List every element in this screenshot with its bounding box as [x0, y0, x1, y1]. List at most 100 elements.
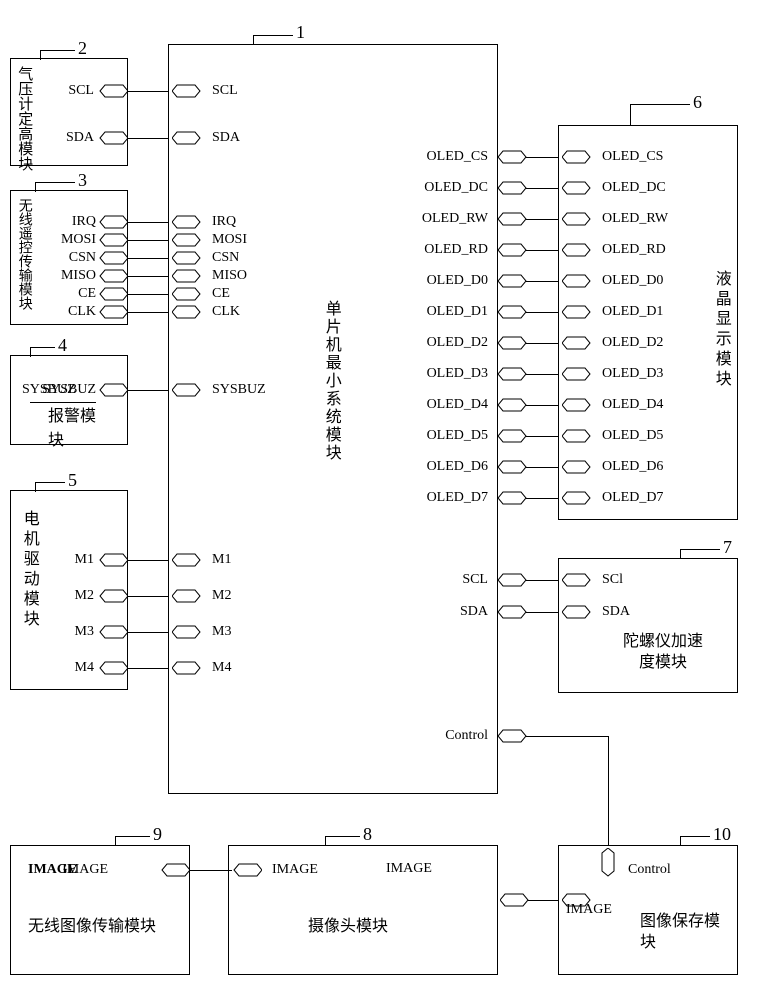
pin-label: Control [628, 862, 671, 878]
leader-1v [253, 35, 254, 45]
pin-label: CLK [68, 304, 96, 320]
num-4: 4 [58, 335, 67, 356]
pin-label: OLED_D4 [427, 397, 488, 413]
wire-h [190, 870, 232, 871]
num-3: 3 [78, 170, 87, 191]
wimage-title: 无线图像传输模块 [28, 912, 158, 936]
pin-hex-left [98, 233, 128, 247]
leader-2 [40, 50, 75, 51]
wire-h [526, 374, 558, 375]
leader-8 [325, 836, 360, 837]
pin-hex-right [562, 398, 592, 412]
pin-hex-down [601, 848, 615, 878]
pin-hex-right [172, 84, 202, 98]
pin-hex-right [498, 729, 528, 743]
pin-hex-left [98, 661, 128, 675]
pin-label: M3 [75, 624, 94, 640]
pin-hex-left [98, 589, 128, 603]
pin-label: SDA [212, 130, 240, 146]
pin-hex-right [498, 367, 528, 381]
wire-v [608, 736, 609, 845]
pin-label: M1 [75, 552, 94, 568]
wire-h [526, 467, 558, 468]
pin-label: M1 [212, 552, 231, 568]
pin-label: OLED_D5 [602, 428, 663, 444]
pin-hex-right [172, 287, 202, 301]
pin-hex-right [172, 383, 202, 397]
leader-4v [30, 347, 31, 357]
num-5: 5 [68, 470, 77, 491]
pin-hex-right [498, 429, 528, 443]
pin-label: OLED_D2 [602, 335, 663, 351]
wire-h [526, 250, 558, 251]
leader-10 [680, 836, 710, 837]
wire-h [128, 276, 168, 277]
pin-label: OLED_D7 [602, 490, 663, 506]
pin-hex-right [172, 233, 202, 247]
pin-label: CE [78, 286, 96, 302]
pin-hex-right [498, 305, 528, 319]
pin-label: M4 [212, 660, 231, 676]
pin-label: OLED_RW [422, 211, 488, 227]
pin-label: OLED_D3 [427, 366, 488, 382]
pin-label: IMAGE [272, 862, 318, 878]
pin-label: OLED_D4 [602, 397, 663, 413]
pin-hex-right [498, 336, 528, 350]
wire-h [128, 91, 168, 92]
pin-label: OLED_D7 [427, 490, 488, 506]
wire-h [128, 312, 168, 313]
pin-label: SCL [462, 572, 488, 588]
leader-5v [35, 482, 36, 492]
pin-hex-right [562, 150, 592, 164]
wire-h [128, 138, 168, 139]
num-7: 7 [723, 537, 732, 558]
wire-h [526, 343, 558, 344]
pin-label: SCL [68, 83, 94, 99]
wire-h [128, 258, 168, 259]
pin-label: OLED_CS [602, 149, 663, 165]
pin-hex-left [98, 383, 128, 397]
pin-label: M2 [212, 588, 231, 604]
leader-6v [630, 104, 631, 126]
pin-hex-right [172, 215, 202, 229]
pin-hex-left [98, 287, 128, 301]
pin-label: OLED_D3 [602, 366, 663, 382]
pin-hex-right [562, 573, 592, 587]
leader-10v [680, 836, 681, 846]
pin-hex-left [232, 863, 262, 877]
pin-label: SDA [66, 130, 94, 146]
leader-5 [35, 482, 65, 483]
pin-hex-right [562, 274, 592, 288]
gyro-title: 陀螺仪加速度模块 [618, 632, 708, 674]
wire-h [526, 188, 558, 189]
pin-hex-right [172, 305, 202, 319]
pin-label: SCL [212, 83, 238, 99]
pin-label: Control [445, 728, 488, 744]
pin-label: MISO [212, 268, 247, 284]
pin-hex-left [98, 269, 128, 283]
pin-hex-left [160, 863, 190, 877]
pin-hex-right [172, 131, 202, 145]
leader-6 [630, 104, 690, 105]
camera-image-center: IMAGE [386, 861, 432, 877]
pin-label: OLED_RW [602, 211, 668, 227]
wire-h [526, 405, 558, 406]
pin-label: M3 [212, 624, 231, 640]
barometer-title: 气压计定高模块 [15, 66, 33, 176]
wire-h [526, 580, 558, 581]
pin-label: OLED_D2 [427, 335, 488, 351]
pin-hex-right [498, 398, 528, 412]
pin-hex-right [500, 893, 530, 907]
pin-label: CSN [69, 250, 96, 266]
leader-4 [30, 347, 55, 348]
pin-label: MISO [61, 268, 96, 284]
pin-label: OLED_D0 [602, 273, 663, 289]
pin-hex-left [98, 215, 128, 229]
pin-hex-right [562, 305, 592, 319]
pin-label: OLED_D5 [427, 428, 488, 444]
num-6: 6 [693, 92, 702, 113]
imgsave-title: 图像保存模块 [640, 912, 720, 954]
pin-label: SDA [460, 604, 488, 620]
leader-9 [115, 836, 150, 837]
pin-hex-left [98, 305, 128, 319]
